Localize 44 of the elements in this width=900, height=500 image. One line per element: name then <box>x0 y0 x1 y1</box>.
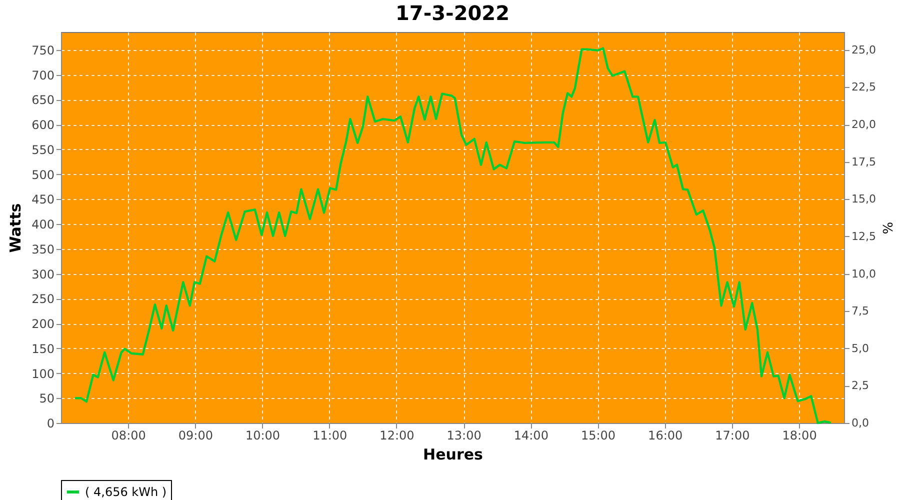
y-tick-label: 100 <box>32 366 54 381</box>
y2-tick-label: 5,0 <box>852 342 869 355</box>
y-tick-label: 150 <box>32 342 54 356</box>
y2-tick-label: 25,0 <box>852 43 876 56</box>
y-tick-label: 250 <box>32 292 54 306</box>
y-tick-label: 400 <box>32 218 54 232</box>
y2-tick-label: 10,0 <box>852 267 876 280</box>
y-axis-title: Watts <box>6 203 25 253</box>
y-tick-label: 300 <box>32 267 54 282</box>
y2-tick-label: 0,0 <box>852 416 869 430</box>
y-tick-label: 350 <box>32 242 54 256</box>
y2-axis-title: % <box>878 222 894 234</box>
x-tick-label: 18:00 <box>782 428 817 442</box>
y2-tick-label: 15,0 <box>852 192 876 206</box>
y-tick-label: 600 <box>32 118 54 132</box>
y2-tick-label: 12,5 <box>852 230 876 243</box>
x-tick-label: 12:00 <box>380 428 414 442</box>
y2-tick-label: 2,5 <box>852 379 869 392</box>
y-tick-label: 750 <box>32 43 54 58</box>
x-tick-label: 15:00 <box>580 428 616 442</box>
x-tick-label: 10:00 <box>245 428 280 442</box>
x-tick-label: 09:00 <box>178 428 213 442</box>
y-tick-label: 50 <box>39 392 54 406</box>
y-tick-label: 200 <box>32 317 54 332</box>
y2-tick-label: 20,0 <box>852 118 876 132</box>
y2-tick-label: 7,5 <box>852 304 869 318</box>
y2-tick-label: 22,5 <box>852 80 876 94</box>
x-tick-label: 08:00 <box>111 428 146 442</box>
x-tick-label: 16:00 <box>648 428 683 442</box>
y-tick-label: 550 <box>32 142 54 157</box>
y-tick-label: 700 <box>32 68 54 82</box>
x-tick-label: 11:00 <box>312 428 348 442</box>
legend-label: ( 4,656 kWh ) <box>85 485 167 499</box>
x-axis-title: Heures <box>423 446 484 464</box>
y-tick-label: 450 <box>32 192 54 207</box>
y2-tick-label: 17,5 <box>852 155 876 168</box>
line-series <box>74 47 832 424</box>
x-tick-label: 17:00 <box>715 428 750 442</box>
y-tick-label: 0 <box>46 416 54 430</box>
y-tick-label: 500 <box>32 168 54 182</box>
y-tick-label: 650 <box>32 93 54 108</box>
chart-title: 17-3-2022 <box>395 1 510 25</box>
x-tick-label: 13:00 <box>446 428 482 442</box>
x-tick-label: 14:00 <box>514 428 548 442</box>
